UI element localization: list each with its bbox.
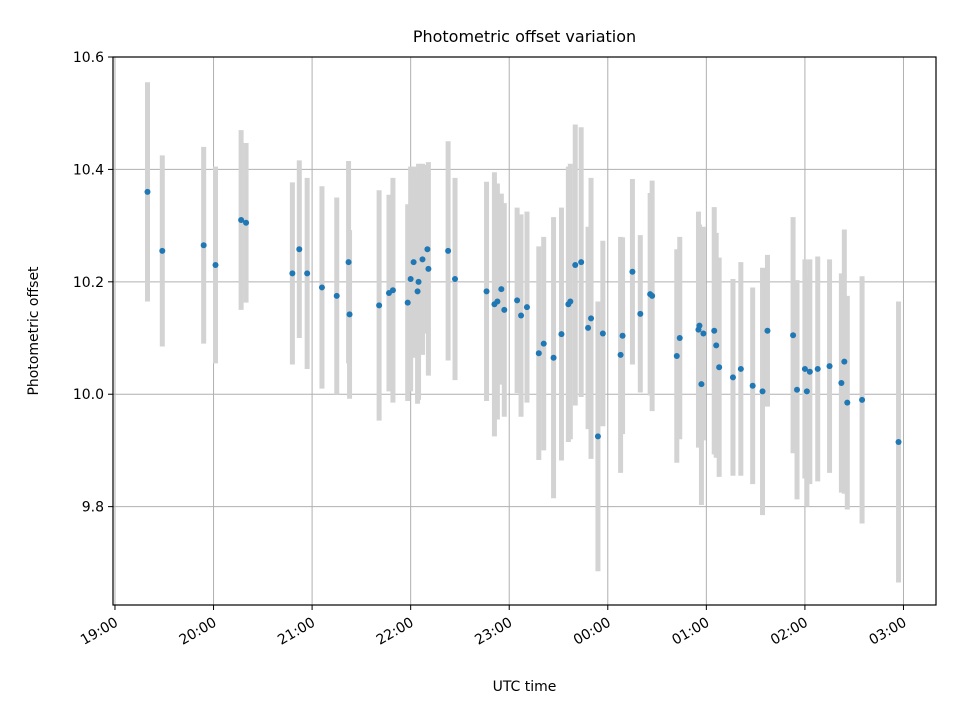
data-point — [159, 247, 166, 254]
data-point — [243, 219, 250, 226]
x-tick-label: 22:00 — [374, 615, 417, 649]
data-point — [764, 327, 771, 334]
data-point — [212, 261, 219, 268]
data-point — [345, 259, 352, 266]
data-point — [696, 322, 703, 329]
data-point — [698, 381, 705, 388]
data-point — [700, 330, 707, 337]
data-point — [826, 363, 833, 370]
x-tick-label: 19:00 — [78, 615, 121, 649]
data-point — [419, 256, 426, 263]
data-point — [649, 292, 656, 299]
data-point — [673, 353, 680, 360]
data-point — [737, 365, 744, 372]
data-point — [567, 298, 574, 305]
data-point — [414, 288, 421, 295]
data-point — [289, 270, 296, 277]
data-point — [540, 340, 547, 347]
data-point — [144, 188, 151, 195]
data-point — [594, 433, 601, 440]
x-axis-label: UTC time — [493, 679, 557, 695]
data-point — [518, 312, 525, 319]
x-tick-label: 02:00 — [768, 615, 811, 649]
x-tick-label: 21:00 — [275, 615, 318, 649]
errorbar-layer — [144, 82, 902, 583]
data-point — [617, 351, 624, 358]
data-point — [483, 288, 490, 295]
data-point — [844, 399, 851, 406]
data-point — [711, 327, 718, 334]
data-point — [558, 331, 565, 338]
data-point — [376, 302, 383, 309]
data-point — [803, 388, 810, 395]
x-tick-label: 03:00 — [867, 615, 910, 649]
data-point — [637, 310, 644, 317]
y-tick-label: 10.2 — [73, 275, 104, 291]
y-tick-label: 9.8 — [82, 500, 104, 516]
data-point — [238, 216, 245, 223]
data-point — [806, 368, 813, 375]
data-point — [838, 379, 845, 386]
data-point — [859, 396, 866, 403]
data-point — [415, 278, 422, 285]
y-axis-label: Photometric offset — [26, 266, 42, 396]
data-point — [318, 284, 325, 291]
data-point — [790, 332, 797, 339]
point-layer — [144, 188, 902, 446]
x-tick-label: 01:00 — [669, 615, 712, 649]
y-tick-label: 10.0 — [73, 387, 104, 403]
data-point — [759, 388, 766, 395]
data-point — [445, 247, 452, 254]
data-point — [794, 386, 801, 393]
data-point — [333, 292, 340, 299]
data-point — [296, 246, 303, 253]
data-point — [410, 259, 417, 266]
x-tick-label: 20:00 — [177, 615, 220, 649]
data-point — [514, 297, 521, 304]
data-point — [452, 276, 459, 283]
data-point — [424, 246, 431, 253]
tick-layer: 19:00 20:00 21:00 22:00 23:00 00:00 01:00 02:00… — [73, 50, 910, 649]
x-tick-label: 00:00 — [571, 615, 614, 649]
y-tick-label: 10.4 — [73, 162, 104, 178]
data-point — [578, 259, 585, 266]
data-point — [550, 354, 557, 361]
data-point — [585, 324, 592, 331]
plot-frame — [112, 56, 937, 606]
data-point — [572, 261, 579, 268]
data-point — [404, 299, 411, 306]
data-point — [389, 287, 396, 294]
data-point — [629, 268, 636, 275]
chart-title: Photometric offset variation — [413, 27, 636, 46]
data-point — [713, 342, 720, 349]
data-point — [676, 335, 683, 342]
data-point — [729, 374, 736, 381]
data-point — [523, 304, 530, 311]
data-point — [501, 306, 508, 313]
data-point — [619, 332, 626, 339]
data-point — [498, 286, 505, 293]
data-point — [895, 439, 902, 446]
data-point — [200, 242, 207, 249]
data-point — [599, 330, 606, 337]
data-point — [716, 364, 723, 371]
data-point — [535, 350, 542, 357]
data-point — [346, 311, 353, 318]
y-tick-label: 10.6 — [73, 50, 104, 66]
data-point — [304, 270, 311, 277]
x-tick-label: 23:00 — [472, 615, 515, 649]
data-point — [814, 365, 821, 372]
data-point — [841, 358, 848, 365]
data-point — [407, 276, 414, 283]
data-point — [494, 298, 501, 305]
data-point — [749, 382, 756, 389]
data-point — [425, 265, 432, 272]
data-point — [588, 315, 595, 322]
data-point — [801, 365, 808, 372]
